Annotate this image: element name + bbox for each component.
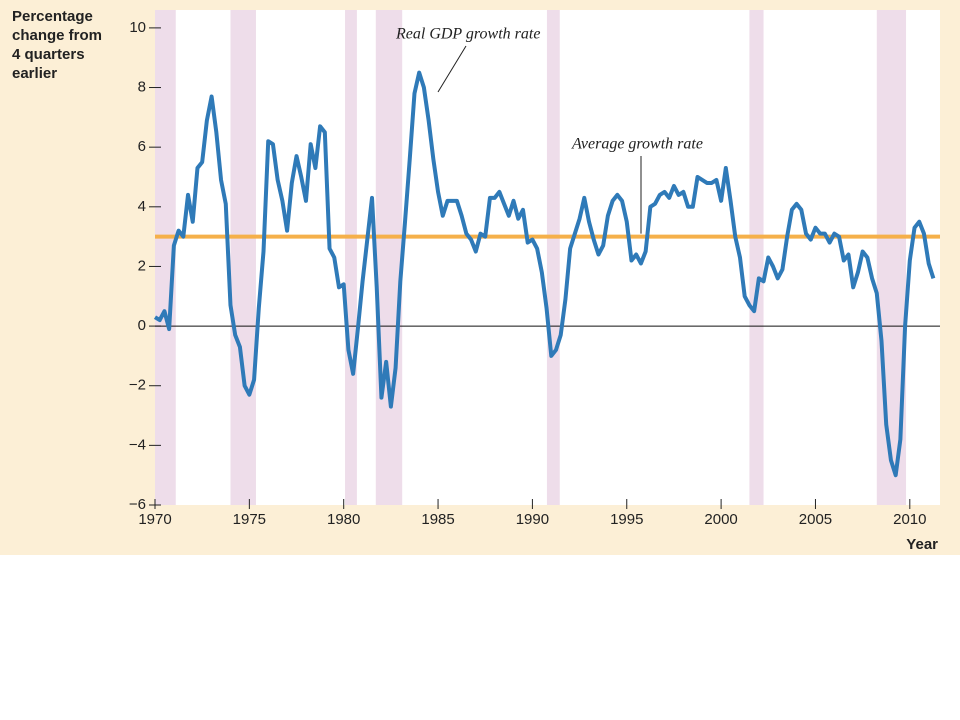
recession-band [155, 10, 176, 505]
recession-band [375, 10, 403, 505]
x-tick-label: 1975 [233, 511, 266, 528]
x-tick-label: 1980 [327, 511, 360, 528]
y-axis-label: change from [12, 27, 102, 44]
annotation: Real GDP growth rate [395, 26, 540, 43]
recession-band [230, 10, 256, 505]
y-axis-label: earlier [12, 65, 57, 82]
annotation: Average growth rate [571, 136, 703, 153]
y-tick-label: −4 [129, 436, 146, 453]
x-tick-label: 1985 [421, 511, 454, 528]
gdp-line [153, 70, 936, 478]
annotation-pointer [437, 45, 467, 93]
x-tick-label: 1970 [138, 511, 171, 528]
recession-band [749, 10, 764, 505]
recession-band [546, 10, 560, 505]
y-tick-label: 4 [138, 198, 146, 215]
recession-band [345, 10, 357, 505]
y-tick-label: 0 [138, 317, 146, 334]
y-tick-label: −2 [129, 377, 146, 394]
y-axis-label: Percentage [12, 8, 93, 25]
x-tick-label: 2005 [799, 511, 832, 528]
y-tick-label: 6 [138, 138, 146, 155]
x-tick-label: 1990 [516, 511, 549, 528]
x-tick-label: 2010 [893, 511, 926, 528]
x-tick-label: 1995 [610, 511, 643, 528]
y-tick-label: −6 [129, 496, 146, 513]
x-tick-label: 2000 [704, 511, 737, 528]
y-tick-label: 10 [129, 19, 146, 36]
y-tick-label: 2 [138, 257, 146, 274]
recession-layer [155, 10, 907, 505]
x-axis-label: Year [906, 536, 938, 553]
y-axis-label: 4 quarters [12, 46, 85, 63]
y-tick-label: 8 [138, 78, 146, 95]
